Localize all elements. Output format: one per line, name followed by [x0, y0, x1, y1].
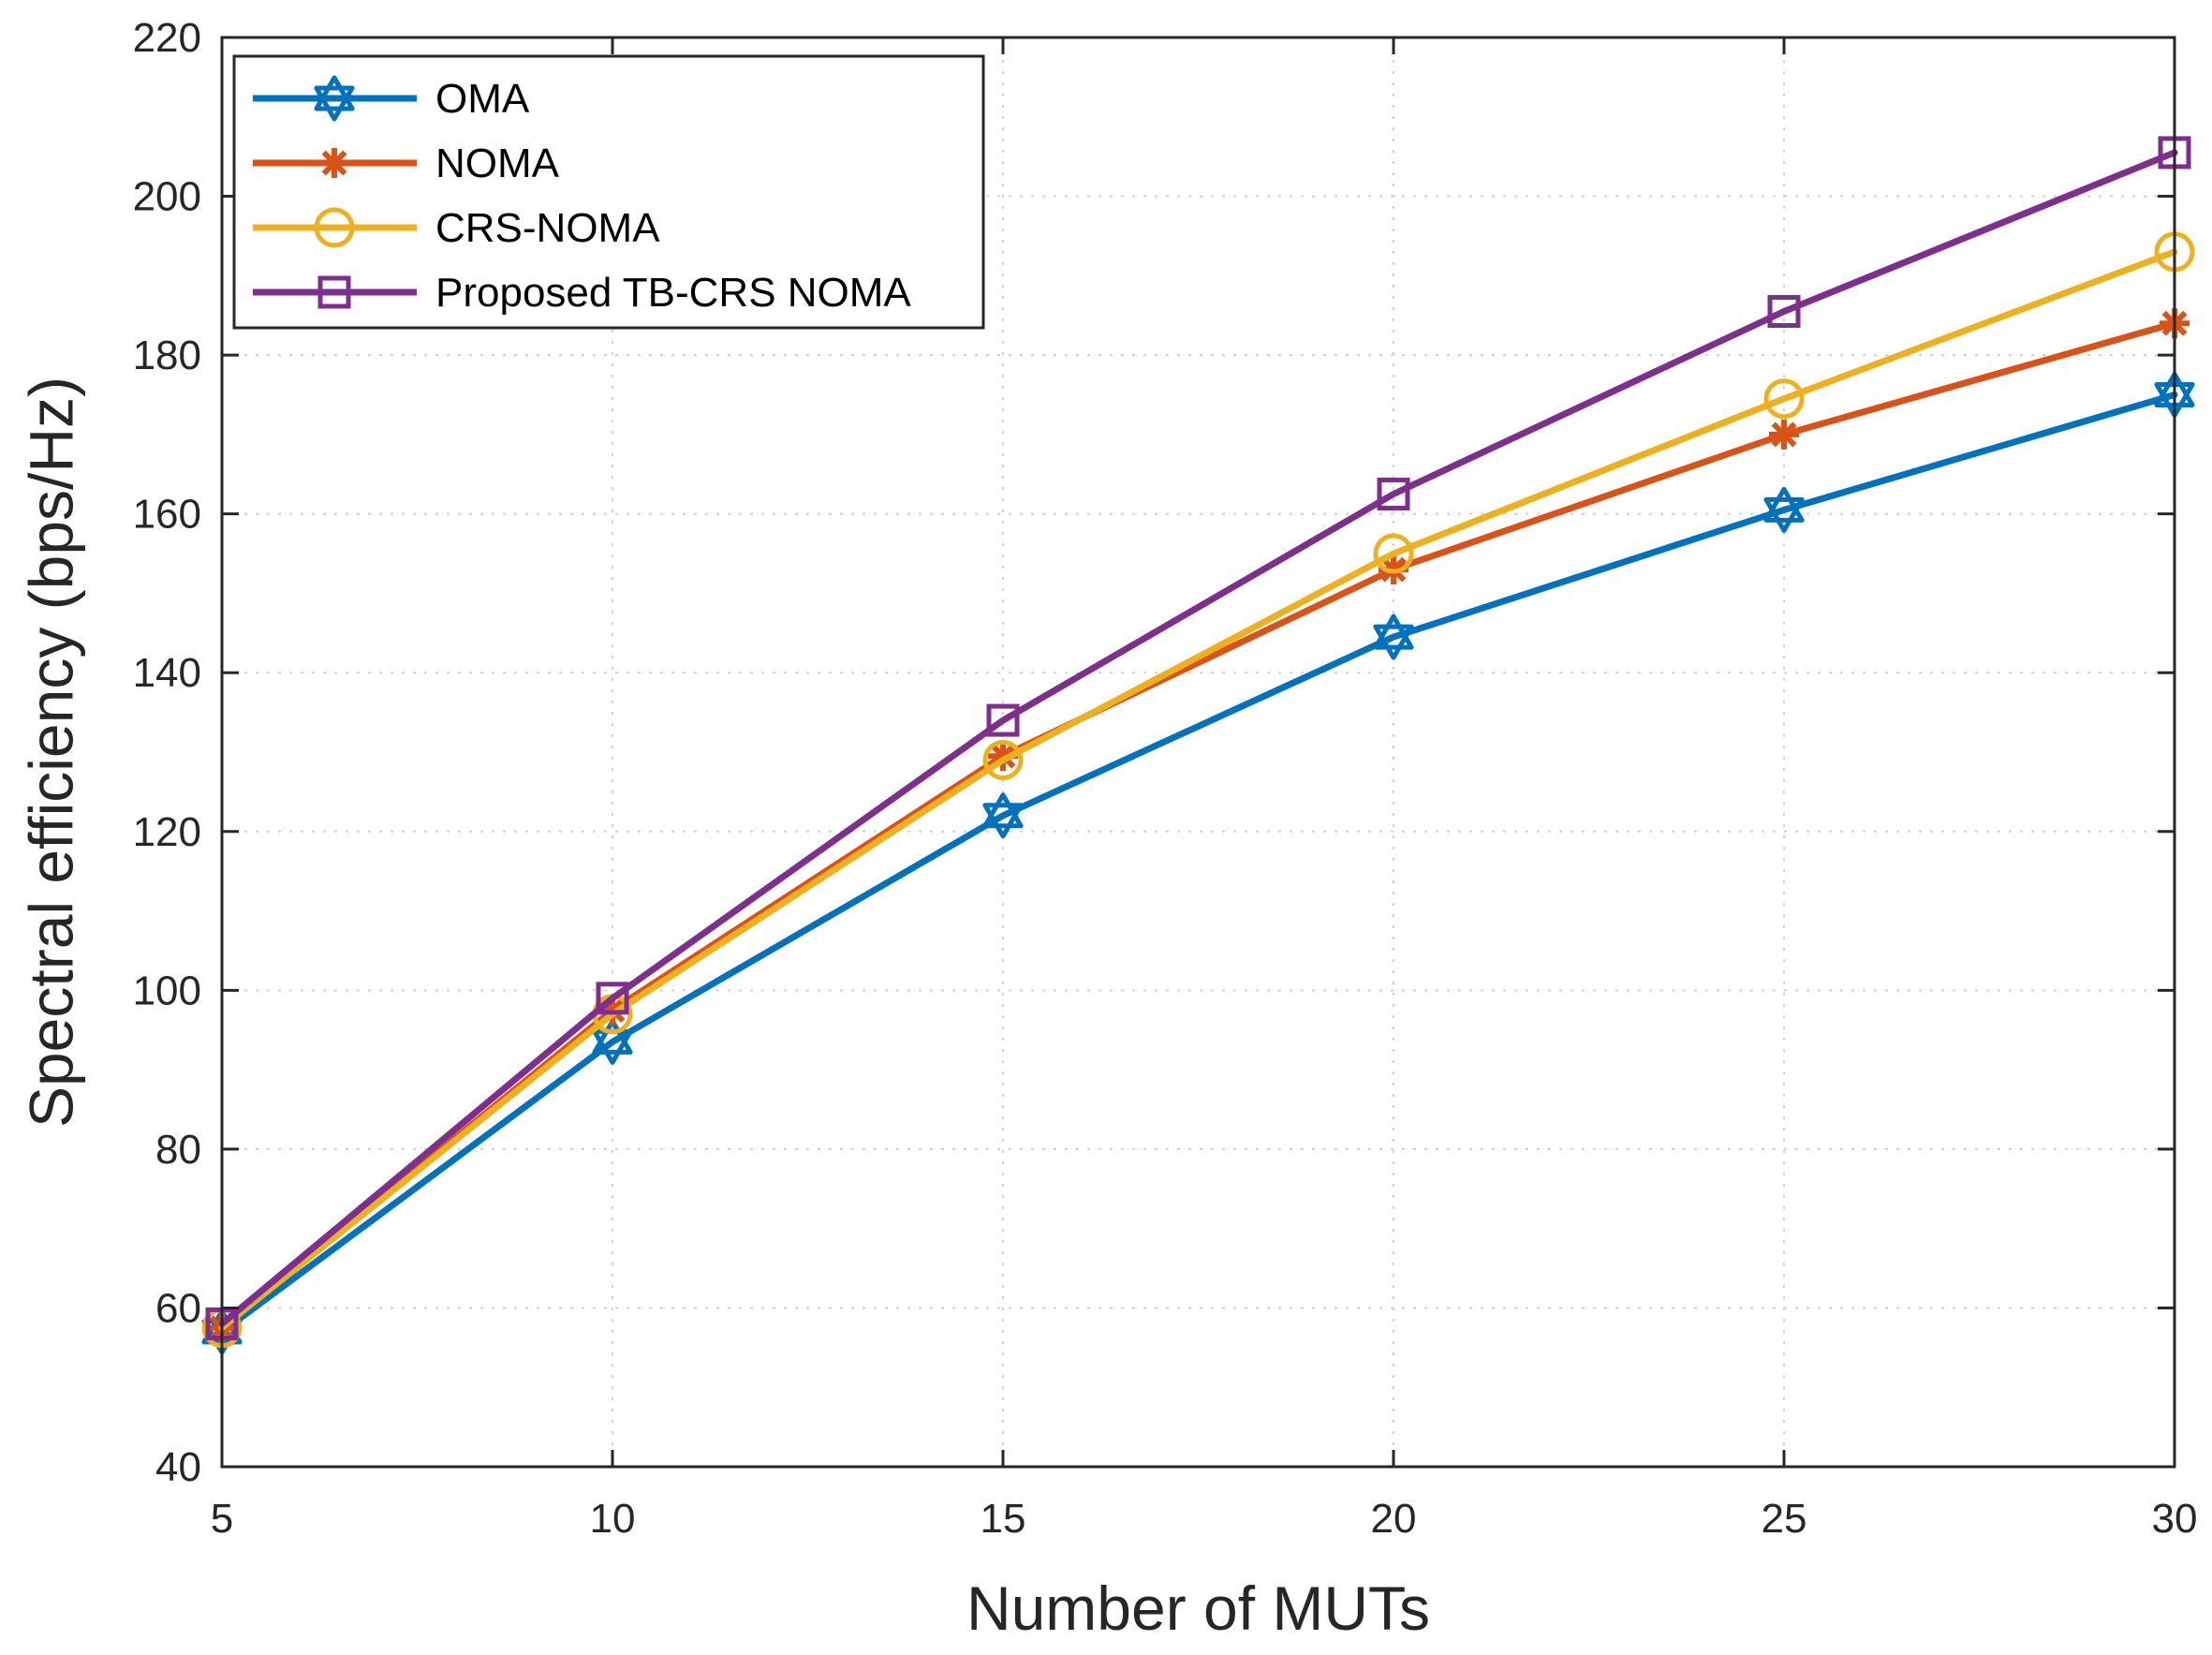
hexagram-triangle: [314, 75, 355, 111]
legend-item: Proposed TB-CRS NOMA: [253, 270, 911, 316]
axes-box: [220, 36, 2176, 1469]
legend-marker: [317, 275, 351, 309]
series-line: [218, 149, 2178, 1327]
legend: OMA NOMA CRS-NOMA Proposed TB-CRS NOMA: [232, 54, 985, 330]
y-axis-label: Spectral efficiency (bps/Hz): [16, 377, 85, 1128]
series-line: [218, 392, 2178, 1336]
x-tick-label: 10: [590, 1496, 636, 1542]
data-point: [1763, 378, 1805, 420]
asterisk-stroke: [1771, 421, 1797, 448]
y-tick-label: 60: [155, 1285, 201, 1331]
legend-marker: [314, 207, 355, 248]
y-tick-label: 180: [133, 332, 201, 378]
ticks: 5 10 15 20 25 30 40 60 80 100 120 140 160 180 200 220: [133, 15, 2198, 1542]
x-tick-label: 30: [2152, 1496, 2198, 1542]
series-layer: [201, 136, 2195, 1355]
hexagram-triangle: [314, 85, 355, 122]
hexagram-triangle: [1763, 496, 1805, 533]
y-tick-label: 160: [133, 492, 201, 538]
y-tick-label: 140: [133, 650, 201, 696]
y-tick-label: 200: [133, 174, 201, 220]
y-tick-label: 220: [133, 15, 201, 61]
legend-item: CRS-NOMA: [253, 205, 660, 251]
data-point: [1373, 533, 1414, 574]
series-line: [218, 248, 2178, 1332]
hexagram-triangle: [1373, 624, 1414, 660]
legend-label: CRS-NOMA: [435, 205, 660, 251]
data-point: [1767, 294, 1801, 328]
data-point: [982, 792, 1024, 839]
y-tick-label: 80: [155, 1127, 201, 1173]
series-oma: [201, 372, 2195, 1355]
legend-label: NOMA: [435, 140, 560, 186]
hexagram-triangle: [1763, 486, 1805, 523]
x-tick-label: 5: [211, 1496, 233, 1542]
y-tick-label: 120: [133, 809, 201, 855]
legend-label: Proposed TB-CRS NOMA: [435, 270, 911, 316]
hexagram-triangle: [592, 1018, 633, 1055]
asterisk-stroke: [321, 150, 347, 176]
hexagram-triangle: [982, 803, 1024, 839]
legend-item: NOMA: [253, 140, 560, 186]
hexagram-triangle: [982, 792, 1024, 829]
legend-item: OMA: [253, 75, 530, 122]
data-point: [596, 982, 629, 1015]
y-tick-label: 100: [133, 968, 201, 1013]
legend-label: OMA: [435, 76, 530, 122]
legend-marker: [319, 148, 349, 178]
x-axis-label: Number of MUTs: [966, 1574, 1430, 1643]
data-point: [1769, 419, 1799, 450]
data-point: [1763, 486, 1805, 533]
x-tick-label: 25: [1762, 1496, 1807, 1542]
x-tick-label: 20: [1371, 1496, 1417, 1542]
y-tick-label: 40: [155, 1444, 201, 1490]
data-point: [986, 703, 1020, 737]
data-point: [982, 739, 1024, 780]
x-tick-label: 15: [981, 1496, 1026, 1542]
data-point: [1377, 477, 1410, 510]
hexagram-triangle: [1373, 613, 1414, 650]
data-point: [1373, 613, 1414, 660]
legend-marker: [314, 75, 355, 122]
